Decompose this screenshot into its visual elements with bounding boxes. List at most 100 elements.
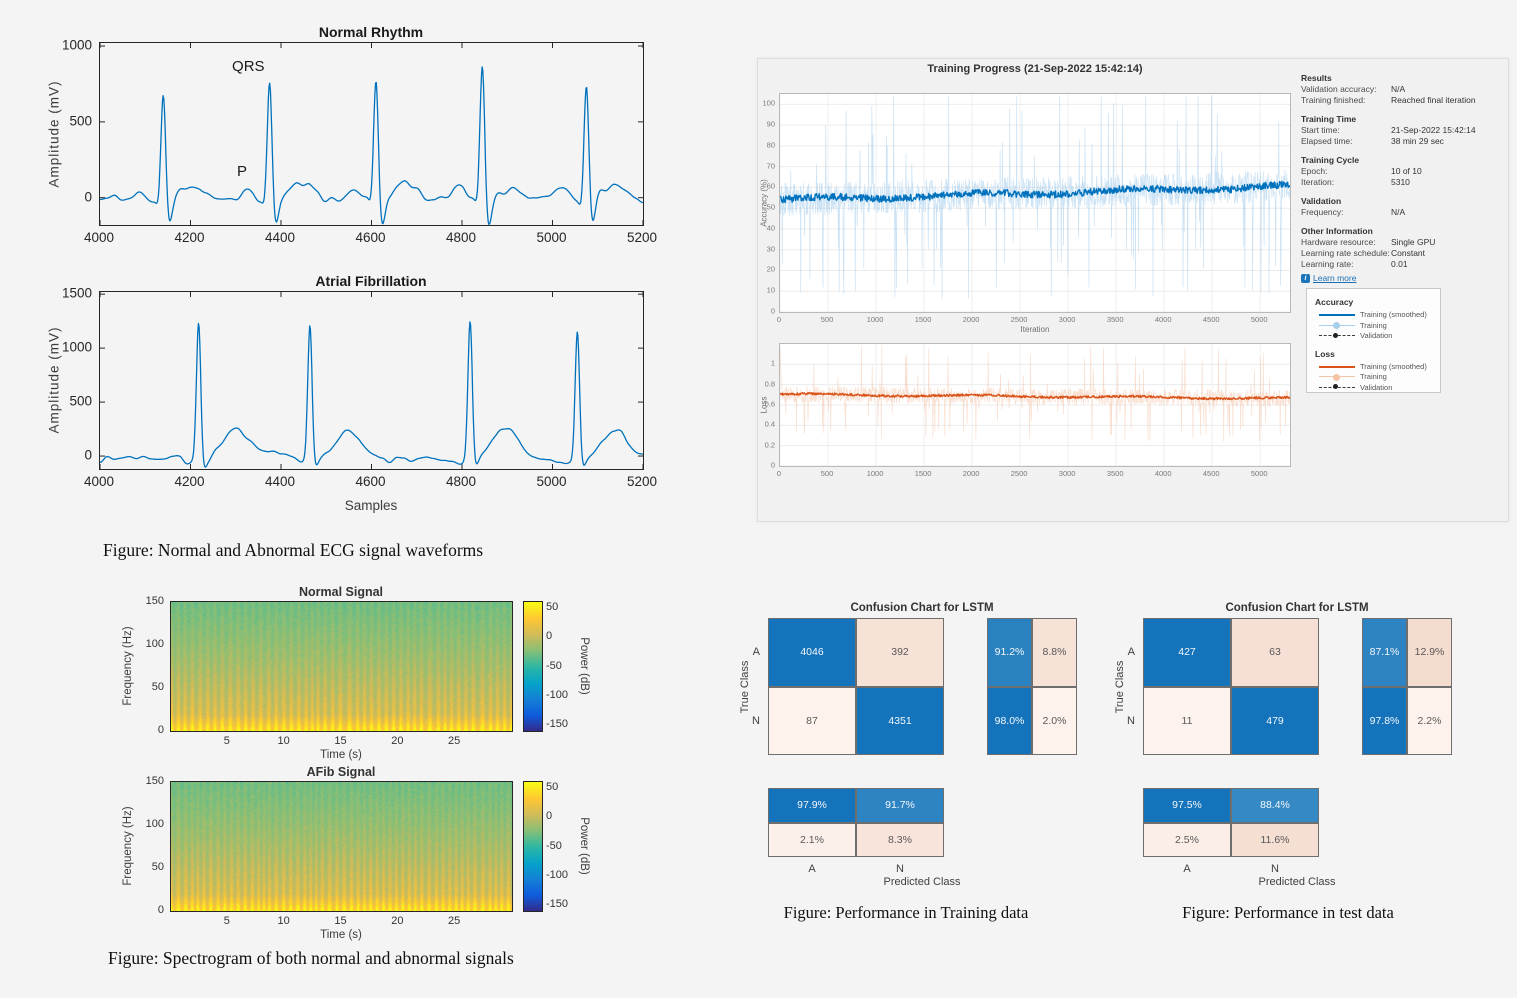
panel-row-label: Elapsed time: — [1301, 136, 1353, 146]
x-tick-label: 2500 — [1010, 469, 1028, 478]
confusion-cell-value: 11 — [1181, 714, 1193, 727]
figure-caption-ecg: Figure: Normal and Abnormal ECG signal w… — [103, 540, 484, 560]
y-tick-label: 10 — [766, 285, 775, 295]
colorbar-tick-label: 0 — [546, 630, 553, 643]
confusion-cell-value: 98.0% — [994, 714, 1025, 727]
panel-row-label: Start time: — [1301, 125, 1340, 135]
panel-row-value: 0.01 — [1391, 259, 1408, 269]
col-class-label: N — [1271, 863, 1279, 875]
colorbar-tick-label: 50 — [546, 780, 559, 793]
x-tick-label: 0 — [776, 469, 782, 478]
y-tick-label: 0 — [84, 189, 92, 205]
afib-svg — [100, 292, 643, 469]
legend-line-sample — [1319, 365, 1355, 368]
confusion-cell: 91.7% — [856, 788, 944, 823]
learn-more-link[interactable]: i Learn more — [1301, 273, 1356, 283]
chart-title-normal-rhythm: Normal Rhythm — [318, 24, 424, 40]
y-tick-label: 90 — [766, 119, 775, 129]
confusion-cell: 4046 — [768, 618, 856, 687]
colorbar-tick-label: 50 — [546, 600, 559, 613]
confusion-cell-value: 63 — [1269, 646, 1281, 659]
y-tick-label: 50 — [766, 202, 775, 212]
legend-group-title: Accuracy — [1315, 297, 1354, 307]
x-tick-label: 2500 — [1010, 315, 1028, 324]
x-tick-label: 1000 — [866, 469, 884, 478]
y-tick-label: 100 — [762, 98, 775, 108]
legend-marker — [1333, 384, 1338, 389]
confusion-cell-value: 88.4% — [1260, 799, 1290, 812]
x-tick-label: 5000 — [536, 474, 567, 489]
x-tick-label: 3000 — [1058, 469, 1076, 478]
confusion-cell-value: 2.5% — [1175, 833, 1199, 846]
afib-spectrogram — [170, 781, 513, 912]
confusion-cell: 427 — [1143, 618, 1231, 687]
colorbar-tick-label: -100 — [546, 688, 569, 701]
colorbar-tick-label: 0 — [546, 810, 553, 823]
chart-title-confusion-test: Confusion Chart for LSTM — [1225, 602, 1369, 614]
y-tick-label: 1500 — [61, 285, 92, 301]
confusion-cell: 97.5% — [1143, 788, 1231, 823]
confusion-cell: 11.6% — [1231, 822, 1319, 857]
loss-plot — [779, 343, 1291, 467]
x-tick-label: 5000 — [1250, 315, 1268, 324]
colorbar-tick-label: -50 — [546, 839, 562, 852]
predicted-class-label: Predicted Class — [1258, 876, 1336, 888]
x-tick-label: 4000 — [83, 230, 115, 245]
x-tick-label: 5000 — [536, 230, 567, 245]
confusion-cell-value: 87 — [806, 714, 818, 727]
y-tick-label: 0.2 — [764, 440, 775, 450]
confusion-cell-value: 97.8% — [1369, 714, 1400, 727]
x-tick-label: 2000 — [962, 315, 980, 324]
confusion-cell: 88.4% — [1231, 788, 1319, 823]
x-tick-label: 25 — [448, 735, 461, 747]
col-class-label: A — [1183, 863, 1191, 875]
chart-title-atrial-fibrillation: Atrial Fibrillation — [315, 273, 427, 289]
panel-row-label: Hardware resource: — [1301, 237, 1376, 247]
spectrogram-image — [171, 782, 512, 911]
panel-row-value: 21-Sep-2022 15:42:14 — [1391, 125, 1476, 135]
true-class-label: True Class — [1114, 660, 1126, 714]
x-tick-label: 20 — [391, 735, 404, 747]
confusion-cell-value: 4046 — [800, 646, 824, 659]
legend-item-label: Training (smoothed) — [1360, 361, 1427, 371]
x-tick-label: 0 — [776, 315, 782, 324]
colorbar-tick-label: -150 — [546, 718, 569, 731]
y-tick-label: 150 — [145, 595, 164, 607]
normal_rhythm-svg — [100, 43, 643, 225]
x-tick-label: 4400 — [264, 230, 296, 245]
x-tick-label: 10 — [277, 915, 290, 927]
confusion-cell-value: 479 — [1266, 714, 1284, 727]
panel-section-heading: Training Time — [1301, 114, 1357, 124]
x-tick-label: 3500 — [1106, 469, 1124, 478]
y-tick-label: 150 — [145, 775, 164, 787]
confusion-cell-value: 97.9% — [797, 799, 827, 812]
y-tick-label: 500 — [69, 113, 92, 129]
x-tick-label: 15 — [334, 915, 347, 927]
colorbar-image — [524, 782, 542, 911]
learn-more-label: Learn more — [1313, 273, 1357, 283]
spectrogram-image — [171, 602, 512, 731]
confusion-cell-value: 87.1% — [1369, 646, 1400, 659]
legend-line-sample — [1319, 322, 1355, 329]
legend-item-label: Training — [1360, 320, 1387, 330]
x-tick-label: 5 — [223, 735, 230, 747]
training_accuracy-svg — [780, 94, 1290, 312]
confusion-cell: 91.2% — [987, 618, 1032, 687]
y-tick-label: 0 — [157, 724, 164, 736]
confusion-cell-value: 12.9% — [1414, 646, 1445, 659]
panel-section-heading: Other Information — [1301, 226, 1373, 236]
y-tick-label: 100 — [145, 638, 164, 650]
y-tick-label: 0 — [770, 460, 775, 470]
y-tick-label: 0 — [84, 447, 92, 463]
time-axis-label: Time (s) — [320, 749, 362, 761]
x-axis-label: Samples — [344, 498, 398, 513]
col-class-label: A — [808, 863, 816, 875]
chart-title-confusion-train: Confusion Chart for LSTM — [850, 602, 994, 614]
confusion-cell-value: 11.6% — [1260, 833, 1290, 846]
x-tick-label: 5000 — [1250, 469, 1268, 478]
y-tick-label: 40 — [766, 223, 775, 233]
y-tick-label: 70 — [766, 161, 775, 171]
colorbar-tick-label: -150 — [546, 898, 569, 911]
